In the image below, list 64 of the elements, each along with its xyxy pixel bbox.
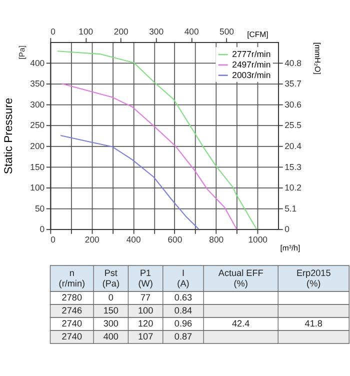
- text: 42.4: [232, 318, 250, 329]
- x2-tick-label: 300: [149, 26, 164, 37]
- category-label: Pst (Pa): [102, 268, 120, 288]
- y-tick-label: 150: [30, 162, 45, 172]
- text: 150: [103, 306, 118, 316]
- text: 0.84: [174, 306, 192, 316]
- text: [Pa]: [17, 45, 26, 60]
- text: 400: [103, 332, 118, 342]
- x2-tick-label: 100: [78, 26, 94, 37]
- x2-tick-label: 200: [114, 26, 129, 37]
- y-tick-label: 350: [30, 78, 45, 89]
- y-tick-label: 400: [30, 58, 45, 68]
- y-tick-label: 300: [30, 99, 45, 110]
- y-axis-title: Static Pressure: [2, 98, 15, 174]
- x-tick-label: 800: [209, 234, 224, 245]
- y-tick-label: 50: [34, 203, 45, 214]
- y2-tick-label: 40.8: [284, 58, 302, 68]
- x2-tick-label: 500: [220, 26, 234, 37]
- y2-tick-label: 5.1: [284, 203, 297, 214]
- x2-tick-label: 0: [50, 26, 56, 37]
- x-tick-label: 600: [168, 234, 182, 245]
- x-tick-label: 400: [126, 234, 141, 245]
- text: 100: [138, 306, 154, 316]
- text: 0.63: [174, 292, 192, 303]
- line-series: [61, 83, 238, 230]
- category-label: Erp2015 (%): [296, 268, 331, 288]
- text: 2746: [62, 306, 82, 316]
- x-tick-label: 1000: [248, 234, 268, 245]
- y2-tick-label: 35.7: [284, 78, 302, 89]
- category-label: n (r/min): [58, 268, 86, 288]
- y2-axis-title: [mmH₂O]: [312, 42, 322, 74]
- x2-tick-label: 400: [184, 26, 199, 37]
- y2-tick-label: 15.3: [284, 162, 302, 172]
- text: 77: [140, 292, 151, 303]
- y2-tick-label: 20.4: [284, 140, 302, 151]
- legend-label: 2497r/min: [232, 60, 271, 70]
- legend-label: 2003r/min: [232, 70, 271, 80]
- text: 41.8: [304, 318, 322, 329]
- y-tick-label: 250: [30, 120, 45, 130]
- legend-label: 2777r/min: [232, 49, 271, 60]
- text: 0.96: [174, 318, 192, 329]
- text: 0.87: [174, 332, 192, 342]
- text: 120: [138, 318, 154, 329]
- text: 2780: [62, 292, 82, 303]
- line-series: [60, 135, 200, 230]
- text: 300: [103, 318, 118, 329]
- category-label: I (A): [177, 268, 190, 288]
- text: 107: [138, 332, 154, 342]
- x2-axis-title: [CFM]: [247, 30, 268, 40]
- y2-tick-label: 25.5: [284, 120, 302, 130]
- text: 0: [108, 292, 114, 303]
- text: 2740: [62, 332, 82, 342]
- x-tick-label: 200: [84, 234, 100, 245]
- text: 2740: [62, 318, 82, 329]
- x-axis-title: [m³/h]: [280, 243, 300, 252]
- category-label: P1 (W): [138, 268, 153, 288]
- category-label: Actual EFF (%): [218, 268, 264, 288]
- x-tick-label: 0: [50, 234, 56, 245]
- y-tick-label: 200: [30, 140, 45, 151]
- y-tick-label: 100: [30, 182, 45, 193]
- y2-tick-label: 10.2: [284, 182, 302, 193]
- y2-tick-label: 0: [284, 224, 290, 234]
- y2-tick-label: 30.6: [284, 99, 302, 110]
- y-tick-label: 0: [40, 224, 45, 234]
